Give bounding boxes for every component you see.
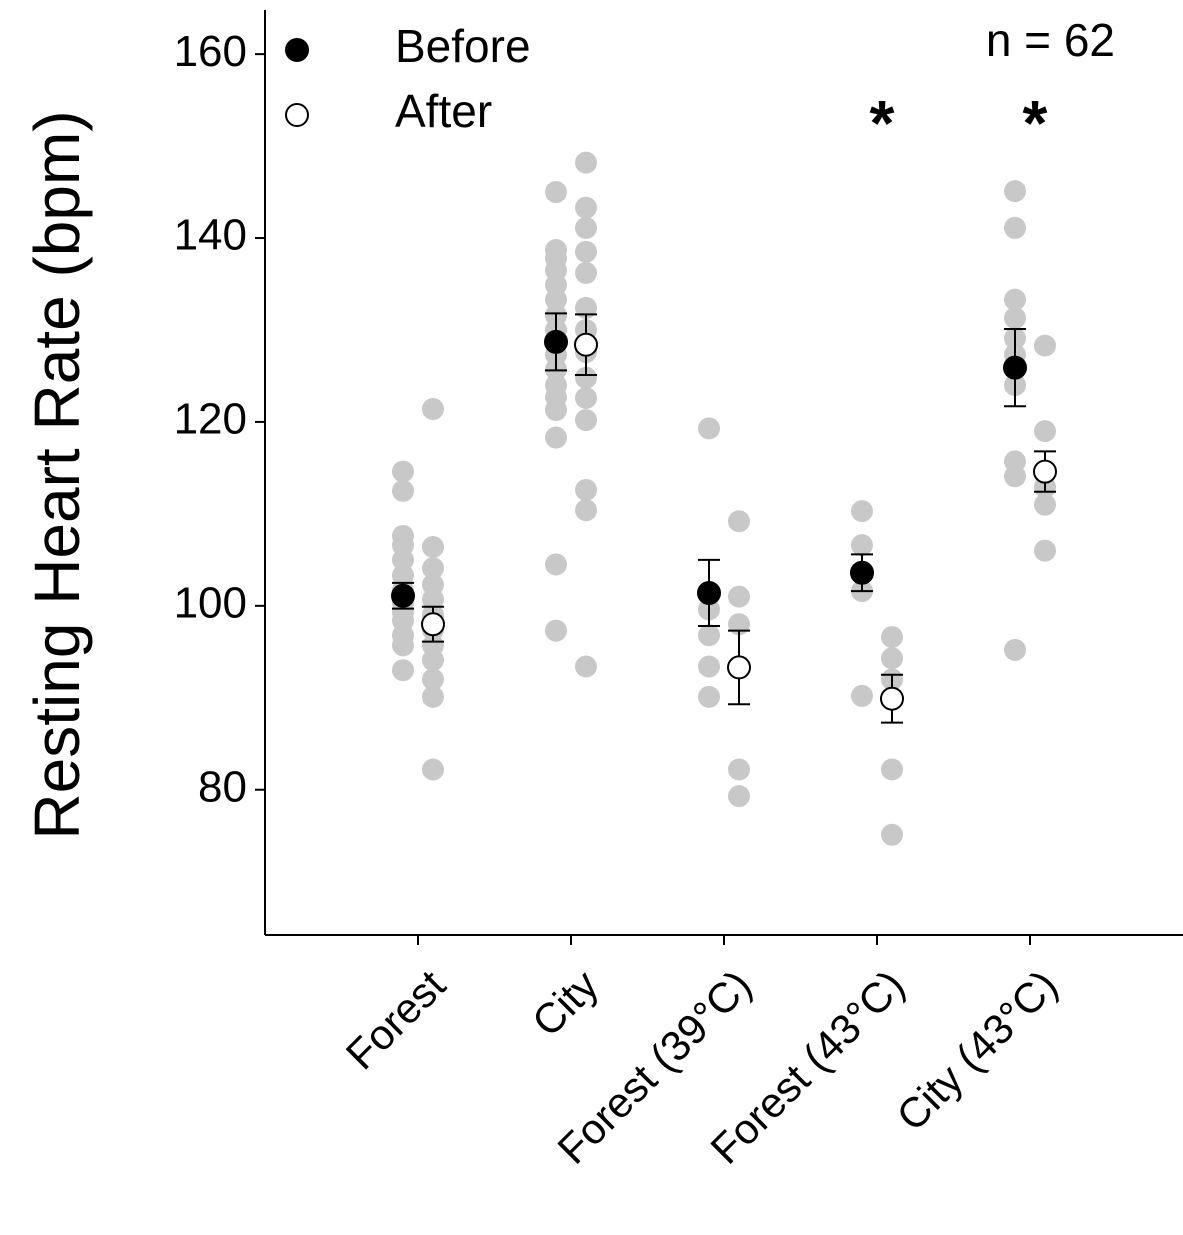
individual-point xyxy=(422,758,444,781)
individual-point xyxy=(575,261,597,284)
individual-point xyxy=(575,216,597,239)
mean-marker xyxy=(421,612,445,637)
individual-point xyxy=(545,619,567,642)
individual-point xyxy=(1004,465,1026,488)
significance-marker: * xyxy=(1023,87,1048,159)
y-tick-label: 100 xyxy=(174,578,247,627)
individual-point xyxy=(392,479,414,502)
y-tick-label: 120 xyxy=(174,395,247,444)
individual-point xyxy=(881,758,903,781)
individual-point xyxy=(392,634,414,657)
individual-point xyxy=(422,535,444,558)
mean-marker xyxy=(727,655,751,680)
mean-marker xyxy=(850,560,874,585)
y-tick-label: 80 xyxy=(198,762,247,811)
individual-point xyxy=(1034,539,1056,562)
individual-point xyxy=(1004,288,1026,311)
individual-point xyxy=(545,398,567,421)
individual-point xyxy=(575,240,597,263)
mean-marker xyxy=(1003,355,1027,380)
y-tick-label: 160 xyxy=(174,27,247,76)
individual-point xyxy=(422,588,444,611)
individual-point xyxy=(422,668,444,691)
individual-point xyxy=(575,409,597,432)
individual-point xyxy=(698,685,720,708)
x-tick-label: City (43°C) xyxy=(887,961,1066,1140)
individual-point xyxy=(422,649,444,672)
individual-point xyxy=(575,387,597,410)
individual-point xyxy=(728,585,750,608)
individual-point xyxy=(728,758,750,781)
x-tick-label: Forest xyxy=(337,961,455,1079)
individual-point xyxy=(575,499,597,522)
individual-point xyxy=(575,151,597,174)
individual-point xyxy=(575,196,597,219)
individual-point xyxy=(851,684,873,707)
x-tick-label: City xyxy=(523,961,607,1045)
individual-point xyxy=(698,417,720,440)
mean-marker xyxy=(544,329,568,354)
individual-point xyxy=(728,785,750,808)
individual-point xyxy=(698,655,720,678)
individual-point xyxy=(575,655,597,678)
mean-marker xyxy=(880,686,904,711)
mean-marker xyxy=(1033,459,1057,484)
individual-point xyxy=(422,685,444,708)
individual-point xyxy=(851,534,873,557)
individual-point xyxy=(545,553,567,576)
individual-point xyxy=(392,548,414,571)
individual-point xyxy=(881,626,903,649)
individual-point xyxy=(1004,216,1026,239)
individual-point xyxy=(422,557,444,580)
annotation: n = 62 xyxy=(986,14,1115,66)
individual-point xyxy=(575,366,597,389)
individual-point xyxy=(545,426,567,449)
legend-label: Before xyxy=(395,20,531,72)
legend-label: After xyxy=(395,85,492,137)
mean-marker xyxy=(574,332,598,357)
individual-point xyxy=(881,823,903,846)
significance-marker: * xyxy=(870,87,895,159)
individual-point xyxy=(545,181,567,204)
mean-marker xyxy=(697,580,721,605)
individual-point xyxy=(1034,420,1056,443)
legend-marker xyxy=(285,103,309,127)
y-tick-label: 140 xyxy=(174,211,247,260)
individual-point xyxy=(392,460,414,483)
individual-point xyxy=(728,510,750,533)
individual-point xyxy=(1004,638,1026,661)
individual-point xyxy=(392,659,414,682)
y-axis-label: Resting Heart Rate (bpm) xyxy=(21,110,93,839)
individual-point xyxy=(1034,334,1056,357)
individual-point xyxy=(1004,180,1026,203)
individual-point xyxy=(1034,493,1056,516)
legend-marker xyxy=(285,38,309,62)
individual-point xyxy=(881,647,903,670)
individual-point xyxy=(851,500,873,523)
individual-point xyxy=(545,288,567,311)
individual-point xyxy=(575,478,597,501)
individual-point xyxy=(698,624,720,647)
individual-point xyxy=(422,398,444,421)
mean-marker xyxy=(391,583,415,608)
individual-point xyxy=(1004,307,1026,330)
